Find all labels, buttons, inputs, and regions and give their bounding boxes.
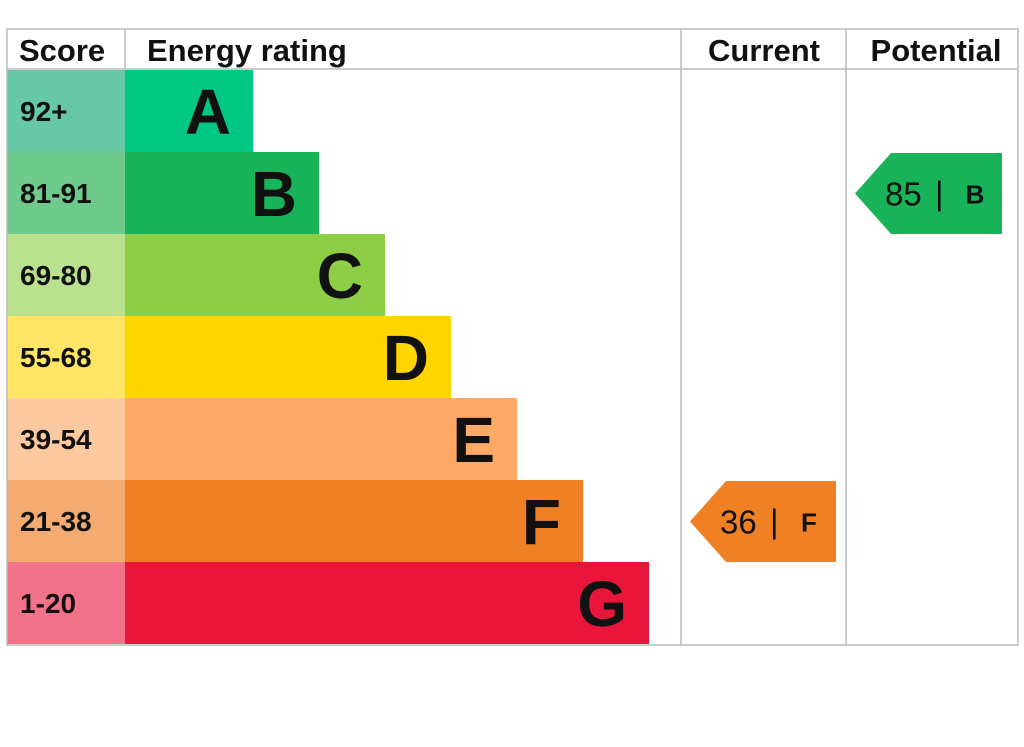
band-bar-g (125, 562, 649, 644)
band-bar-d (125, 316, 451, 398)
potential-rating-separator: | (935, 175, 944, 212)
band-bar-c (125, 234, 385, 316)
score-cell-d (7, 316, 125, 398)
band-bar-b (125, 152, 319, 234)
bands-layer: 92+ A 81-91 B 69-80 C 55-68 D 39-54 E 21-38 F 1-20 G (7, 70, 649, 644)
potential-header: Potential (871, 33, 1002, 68)
band-letter-e: E (452, 404, 495, 476)
band-bar-a (125, 70, 253, 152)
score-header: Score (19, 33, 105, 68)
score-range-d: 55-68 (20, 342, 92, 373)
score-range-f: 21-38 (20, 506, 92, 537)
potential-rating-letter: B (966, 180, 985, 210)
current-rating-arrow (690, 481, 836, 562)
header-row: Score Energy rating Current Potential (19, 33, 1001, 68)
score-range-a: 92+ (20, 96, 68, 127)
band-letter-a: A (185, 76, 231, 148)
potential-rating-value: 85 (885, 176, 922, 213)
current-rating-value: 36 (720, 504, 757, 541)
score-range-b: 81-91 (20, 178, 92, 209)
markers-layer: 36 | F 85 | B (690, 153, 1002, 562)
score-range-e: 39-54 (20, 424, 92, 455)
grid-layer (6, 28, 1019, 646)
band-letter-g: G (577, 568, 627, 640)
score-range-g: 1-20 (20, 588, 76, 619)
score-cell-e (7, 398, 125, 480)
band-letter-f: F (522, 486, 561, 558)
band-bar-e (125, 398, 517, 480)
score-cell-a (7, 70, 125, 152)
score-cell-c (7, 234, 125, 316)
score-cell-f (7, 480, 125, 562)
score-cell-g (7, 562, 125, 644)
band-bar-f (125, 480, 583, 562)
potential-rating-arrow (855, 153, 1002, 234)
energy-rating-header: Energy rating (147, 33, 347, 68)
current-rating-separator: | (770, 503, 779, 540)
score-cell-b (7, 152, 125, 234)
band-letter-d: D (383, 322, 429, 394)
band-letter-c: C (317, 240, 363, 312)
band-letter-b: B (251, 158, 297, 230)
score-range-c: 69-80 (20, 260, 92, 291)
current-header: Current (708, 33, 820, 68)
current-rating-letter: F (801, 508, 817, 538)
chart-frame (6, 28, 1019, 646)
